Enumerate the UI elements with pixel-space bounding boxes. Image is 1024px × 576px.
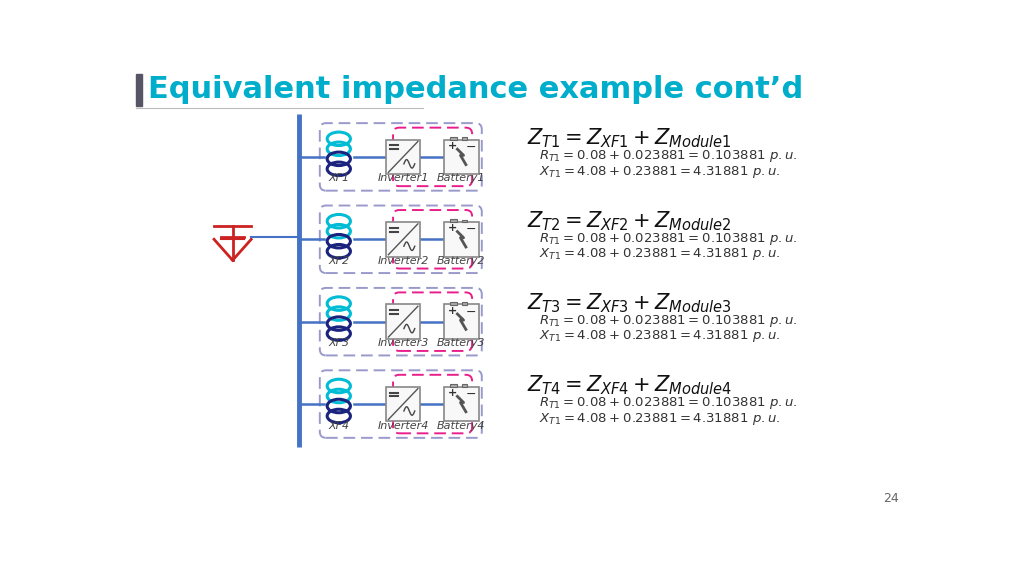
Text: Equivalent impedance example cont’d: Equivalent impedance example cont’d [148, 75, 804, 104]
Bar [451, 384, 457, 387]
Bar [451, 219, 457, 222]
FancyBboxPatch shape [386, 386, 420, 422]
Ellipse shape [329, 300, 349, 307]
Ellipse shape [329, 228, 349, 235]
Text: XF3: XF3 [329, 338, 349, 348]
Bar [462, 219, 467, 222]
Text: −: − [465, 388, 476, 401]
Text: $X_{T1} = 4.08 + 0.23881 = 4.31881 \ p.u.$: $X_{T1} = 4.08 + 0.23881 = 4.31881 \ p.u… [539, 164, 780, 180]
FancyBboxPatch shape [443, 139, 478, 174]
Bar [136, 74, 142, 106]
Text: −: − [465, 305, 476, 319]
Text: Inverter2: Inverter2 [378, 256, 429, 266]
Ellipse shape [329, 135, 349, 142]
Text: XF1: XF1 [329, 173, 349, 184]
Text: Inverter4: Inverter4 [378, 420, 429, 431]
Bar [462, 384, 467, 387]
Text: +: + [447, 223, 457, 233]
Text: XF4: XF4 [329, 420, 349, 431]
Bar [462, 137, 467, 140]
Ellipse shape [329, 382, 349, 390]
Bar [451, 137, 457, 140]
Text: Battery3: Battery3 [437, 338, 485, 348]
Ellipse shape [329, 310, 349, 317]
FancyBboxPatch shape [386, 222, 420, 257]
Text: $R_{T1} = 0.08 + 0.023881 = 0.103881 \ p.u.$: $R_{T1} = 0.08 + 0.023881 = 0.103881 \ p… [539, 313, 798, 329]
Text: +: + [447, 141, 457, 151]
Text: Battery2: Battery2 [437, 256, 485, 266]
Text: +: + [447, 305, 457, 316]
Text: Battery1: Battery1 [437, 173, 485, 184]
FancyBboxPatch shape [443, 386, 478, 422]
FancyBboxPatch shape [443, 222, 478, 257]
Bar [451, 301, 457, 305]
Text: $X_{T1} = 4.08 + 0.23881 = 4.31881 \ p.u.$: $X_{T1} = 4.08 + 0.23881 = 4.31881 \ p.u… [539, 328, 780, 344]
Text: XF2: XF2 [329, 256, 349, 266]
Text: $Z_{T2} = Z_{XF2} + Z_{Module2}$: $Z_{T2} = Z_{XF2} + Z_{Module2}$ [527, 209, 732, 233]
FancyBboxPatch shape [443, 304, 478, 339]
Text: $Z_{T4} = Z_{XF4} + Z_{Module4}$: $Z_{T4} = Z_{XF4} + Z_{Module4}$ [527, 374, 732, 397]
Text: $R_{T1} = 0.08 + 0.023881 = 0.103881 \ p.u.$: $R_{T1} = 0.08 + 0.023881 = 0.103881 \ p… [539, 148, 798, 164]
Bar [462, 302, 467, 305]
Text: −: − [465, 141, 476, 154]
Text: $X_{T1} = 4.08 + 0.23881 = 4.31881 \ p.u.$: $X_{T1} = 4.08 + 0.23881 = 4.31881 \ p.u… [539, 246, 780, 262]
FancyBboxPatch shape [386, 139, 420, 174]
FancyBboxPatch shape [386, 304, 420, 339]
Ellipse shape [329, 145, 349, 153]
Text: $R_{T1} = 0.08 + 0.023881 = 0.103881 \ p.u.$: $R_{T1} = 0.08 + 0.023881 = 0.103881 \ p… [539, 395, 798, 411]
Ellipse shape [329, 392, 349, 400]
Text: $R_{T1} = 0.08 + 0.023881 = 0.103881 \ p.u.$: $R_{T1} = 0.08 + 0.023881 = 0.103881 \ p… [539, 230, 798, 247]
Text: Inverter3: Inverter3 [378, 338, 429, 348]
Text: $Z_{T1} = Z_{XF1} + Z_{Module1}$: $Z_{T1} = Z_{XF1} + Z_{Module1}$ [527, 127, 732, 150]
Text: $Z_{T3} = Z_{XF3} + Z_{Module3}$: $Z_{T3} = Z_{XF3} + Z_{Module3}$ [527, 291, 732, 315]
Text: Battery4: Battery4 [437, 420, 485, 431]
Text: −: − [465, 223, 476, 236]
Text: 24: 24 [884, 492, 899, 505]
Ellipse shape [329, 218, 349, 225]
Text: +: + [447, 388, 457, 398]
Text: $X_{T1} = 4.08 + 0.23881 = 4.31881 \ p.u.$: $X_{T1} = 4.08 + 0.23881 = 4.31881 \ p.u… [539, 411, 780, 427]
Text: Inverter1: Inverter1 [378, 173, 429, 184]
